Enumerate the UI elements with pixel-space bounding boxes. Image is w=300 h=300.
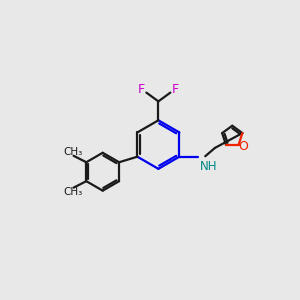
Text: O: O	[239, 140, 248, 153]
Text: F: F	[171, 83, 178, 96]
Text: CH₃: CH₃	[63, 147, 82, 157]
Text: NH: NH	[200, 160, 217, 173]
Text: CH₃: CH₃	[63, 187, 82, 197]
Text: F: F	[138, 83, 145, 96]
